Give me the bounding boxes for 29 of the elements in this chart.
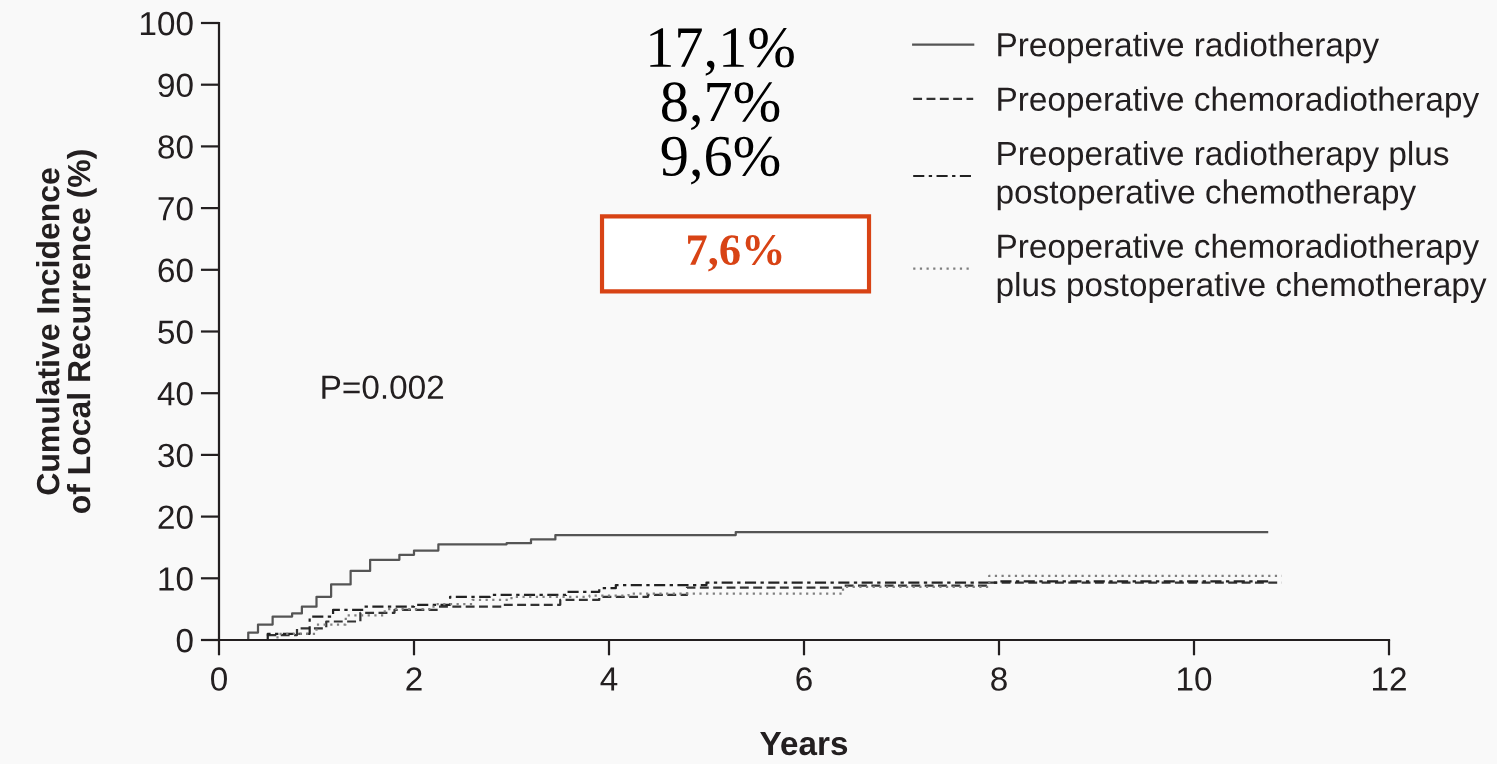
legend-label: Preoperative chemoradiotherapy bbox=[998, 86, 1480, 118]
x-axis-title: Years bbox=[760, 732, 848, 756]
y-axis-title: Cumulative Incidence of Local Recurrence (%) bbox=[36, 150, 97, 514]
y-tick-label: 60 bbox=[158, 258, 193, 283]
x-tick-label: 4 bbox=[600, 667, 618, 691]
y-tick-label: 40 bbox=[157, 382, 193, 406]
x-tick-label: 8 bbox=[991, 667, 1007, 691]
y-tick-label: 70 bbox=[158, 196, 193, 221]
x-tick-label: 0 bbox=[211, 667, 227, 691]
annotation: 8,7% bbox=[661, 82, 780, 131]
y-tick-label: 100 bbox=[140, 11, 193, 36]
legend-label: Preoperative chemoradiotherapy plus postoperative chemotherapy bbox=[997, 233, 1487, 304]
y-tick-label: 30 bbox=[158, 443, 193, 468]
x-tick-label: 12 bbox=[1373, 667, 1406, 691]
y-tick-label: 50 bbox=[158, 320, 193, 344]
annotation: 9,6% bbox=[661, 136, 780, 185]
annotation: 17,1% bbox=[650, 27, 794, 76]
y-tick-label: 10 bbox=[159, 567, 193, 591]
x-tick-label: 6 bbox=[796, 667, 812, 691]
legend-label: Preoperative radiotherapy plus postoperative chemotherapy bbox=[997, 140, 1449, 211]
y-tick-label: 0 bbox=[176, 628, 193, 653]
x-tick-label: 2 bbox=[406, 667, 422, 691]
legend-label: Preoperative radiotherapy bbox=[998, 32, 1380, 64]
y-tick-label: 20 bbox=[158, 505, 193, 530]
x-tick-label: 10 bbox=[1178, 667, 1212, 691]
y-tick-label: 80 bbox=[158, 135, 193, 159]
annotation: 7,6% bbox=[688, 235, 782, 272]
y-tick-label: 90 bbox=[158, 73, 193, 98]
annotation: P=0.002 bbox=[322, 375, 444, 400]
